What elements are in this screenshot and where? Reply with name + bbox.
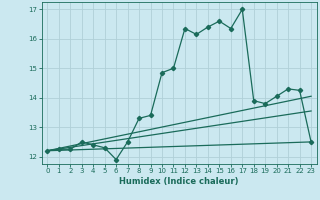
X-axis label: Humidex (Indice chaleur): Humidex (Indice chaleur): [119, 177, 239, 186]
